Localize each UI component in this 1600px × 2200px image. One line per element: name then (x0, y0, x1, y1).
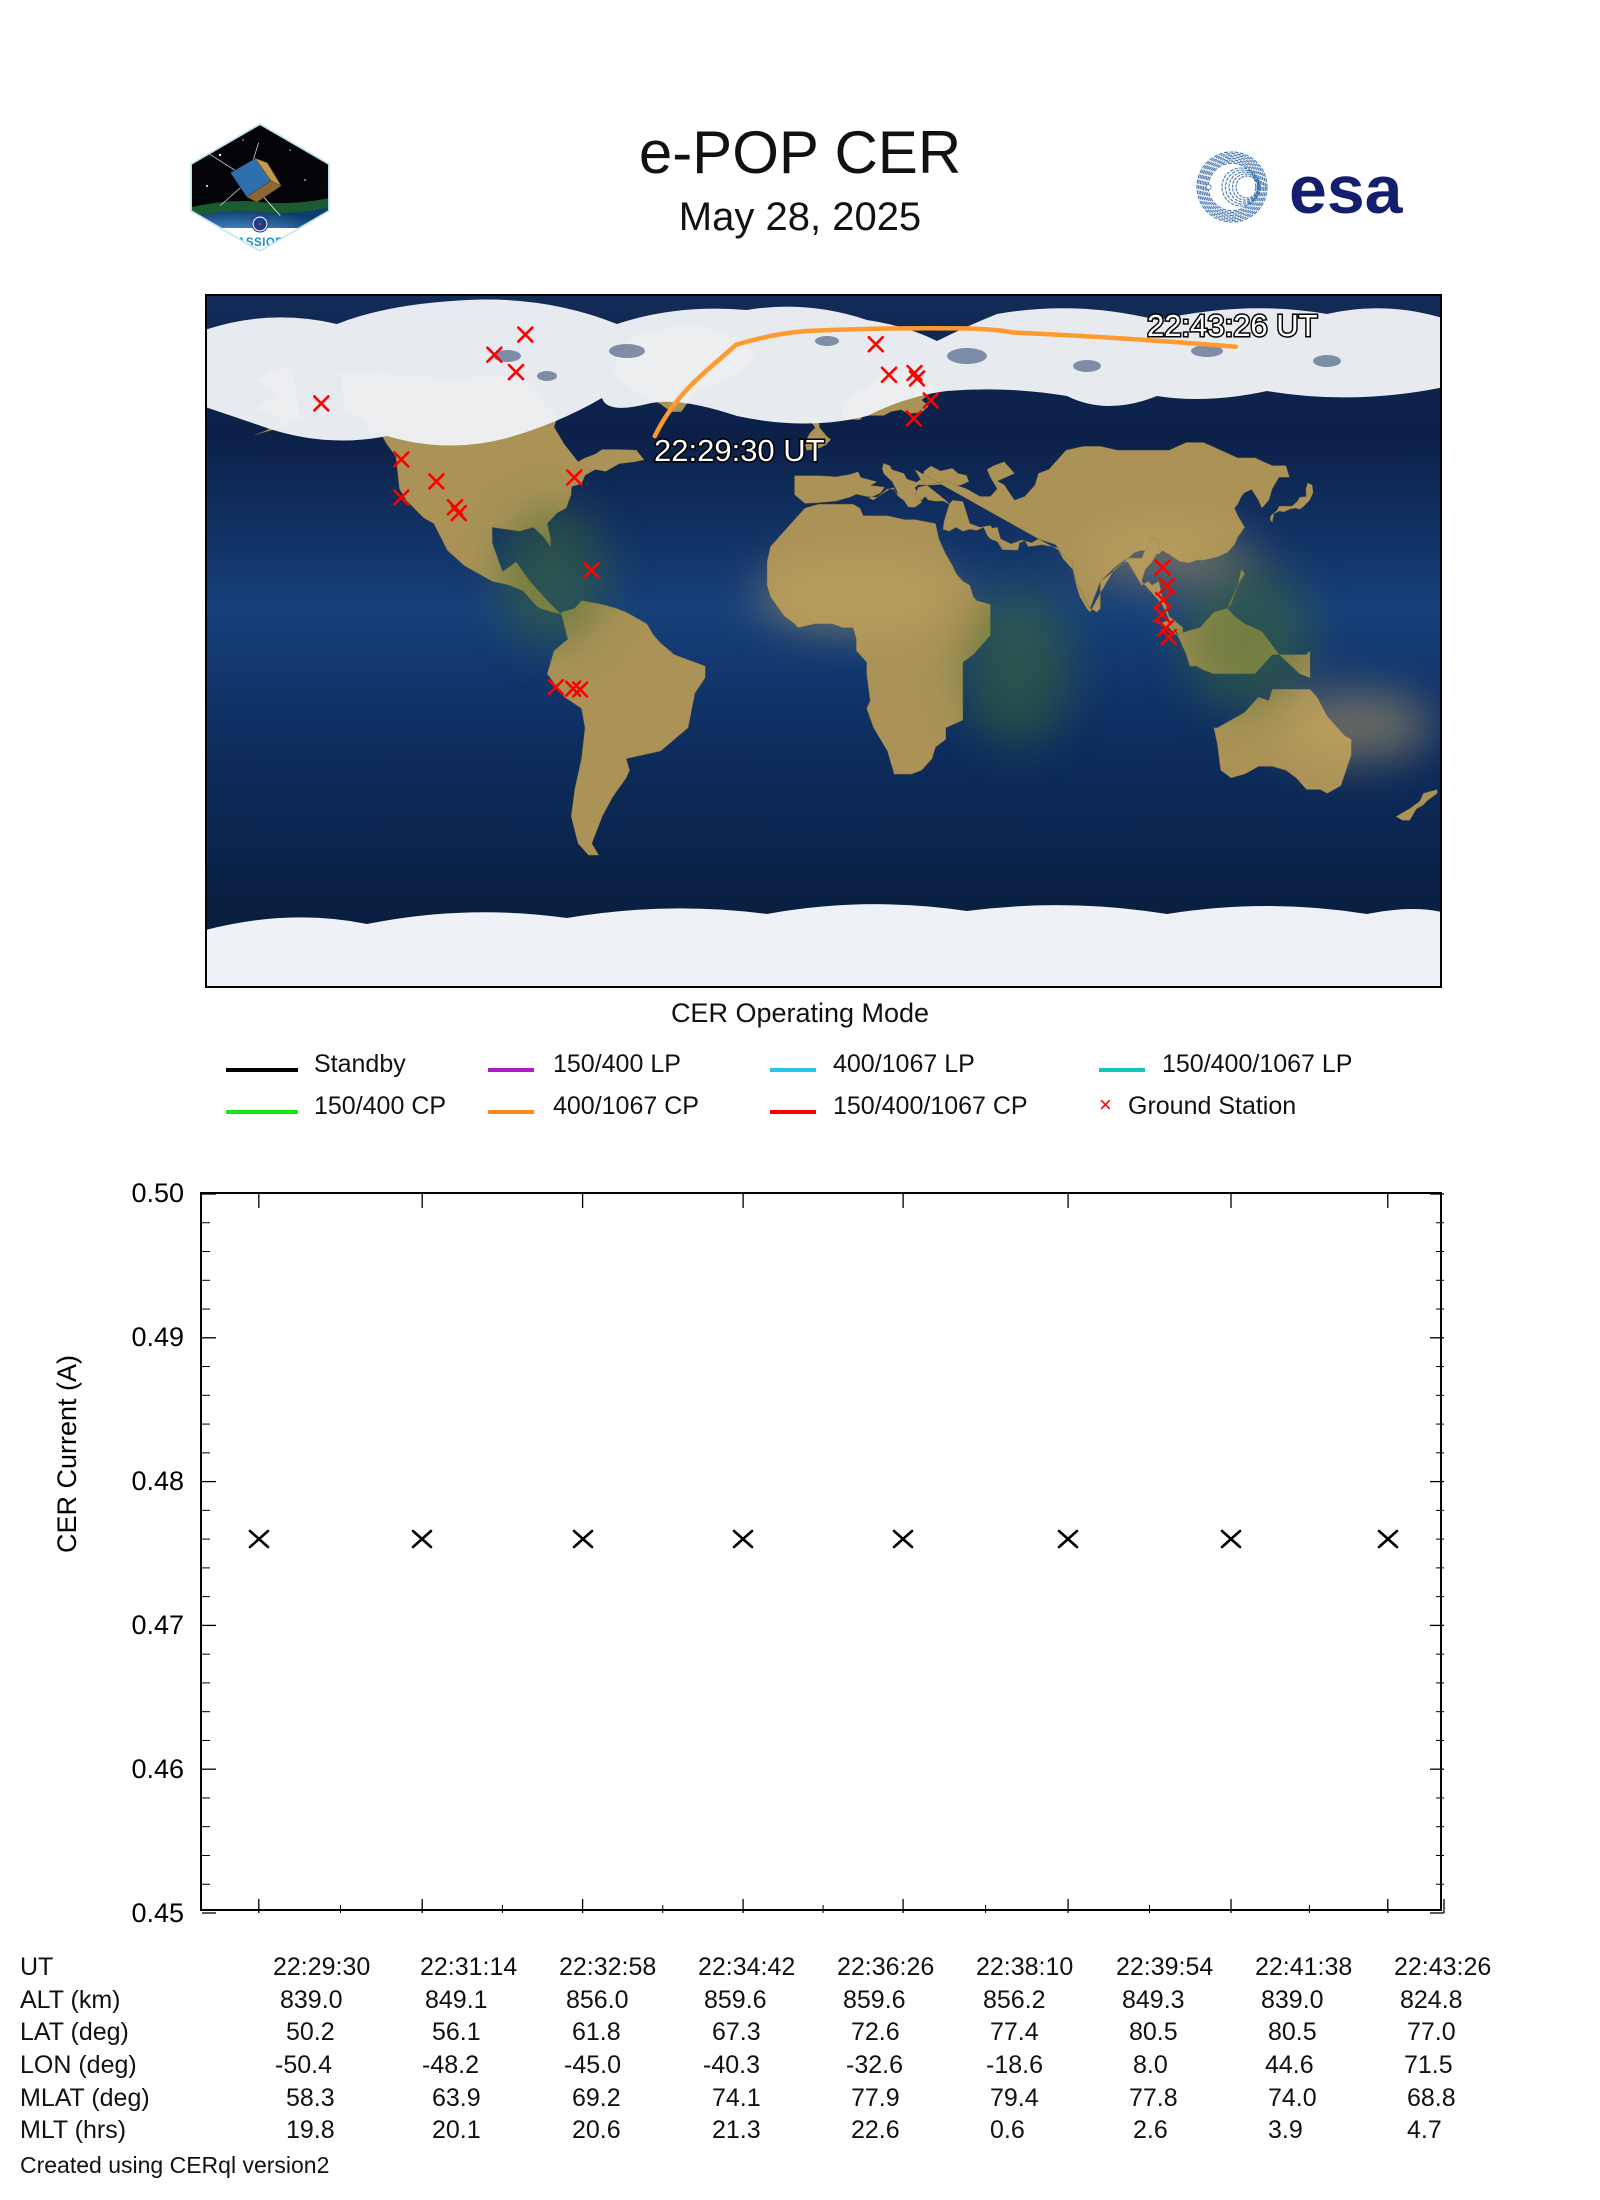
svg-text:esa: esa (1289, 152, 1404, 225)
svg-text:22:43:26 UT: 22:43:26 UT (1147, 308, 1318, 343)
svg-text:22:29:30 UT: 22:29:30 UT (654, 433, 825, 468)
